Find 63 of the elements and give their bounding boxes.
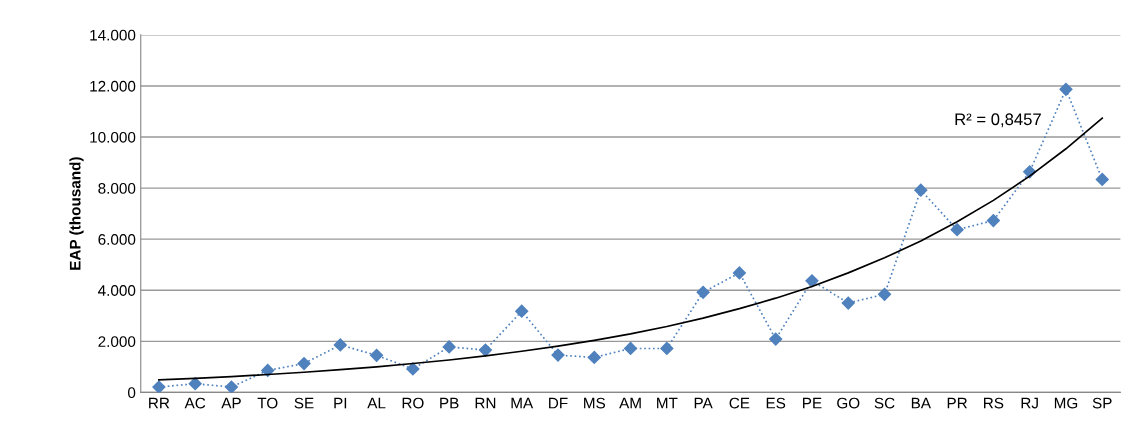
- y-tick-label: 14.000: [90, 29, 136, 41]
- point: [333, 338, 347, 352]
- y-tick-label: 0: [127, 387, 136, 399]
- x-tick-label: RO: [402, 397, 424, 409]
- x-tick-label: AM: [619, 397, 641, 409]
- point: [950, 223, 964, 237]
- point: [696, 285, 710, 299]
- point: [442, 340, 456, 354]
- point: [877, 287, 892, 301]
- x-tick-label: PA: [694, 397, 713, 409]
- x-tick-label: RS: [984, 397, 1004, 409]
- point: [551, 348, 565, 362]
- point: [841, 296, 855, 310]
- point: [1095, 172, 1109, 187]
- y-tick-label: 8.000: [98, 182, 136, 194]
- x-tick-label: RJ: [1021, 397, 1038, 409]
- x-tick-label: DF: [549, 397, 568, 409]
- point: [660, 341, 674, 356]
- x-tick-label: CE: [729, 397, 750, 409]
- x-tick-label: GO: [837, 397, 860, 409]
- x-tick-label: SP: [1092, 397, 1112, 409]
- y-tick-label: 10.000: [90, 131, 136, 143]
- point: [515, 304, 529, 318]
- x-tick-label: SC: [874, 397, 895, 409]
- x-tick-label: RR: [149, 397, 170, 409]
- point: [369, 348, 384, 362]
- point: [1059, 82, 1073, 96]
- x-tick-label: AC: [184, 397, 206, 409]
- point: [805, 274, 819, 288]
- y-tick-label: 6.000: [98, 234, 136, 245]
- point: [732, 266, 746, 280]
- x-tick-label: BA: [911, 397, 931, 409]
- x-tick-label: MS: [584, 397, 606, 409]
- x-tick-label: PI: [334, 397, 347, 409]
- y-tick-label: 12.000: [90, 80, 136, 92]
- x-tick-label: ES: [766, 397, 786, 409]
- y-tick-label: 4.000: [98, 285, 136, 296]
- annotation: R² = 0,8457: [955, 113, 1041, 128]
- point: [261, 363, 275, 378]
- point: [478, 343, 493, 357]
- x-tick-label: AL: [367, 397, 386, 409]
- point: [986, 213, 1000, 228]
- y-axis-title: EAP (thousand): [69, 157, 84, 270]
- point: [297, 356, 311, 371]
- x-tick-label: MT: [657, 397, 678, 409]
- point: [914, 183, 928, 197]
- point: [769, 332, 783, 346]
- x-tick-label: PE: [803, 397, 822, 409]
- point: [224, 380, 239, 393]
- point: [623, 341, 638, 356]
- x-tick-label: PR: [947, 397, 967, 409]
- x-tick-label: MG: [1054, 397, 1078, 409]
- point: [587, 350, 601, 365]
- x-tick-label: AP: [221, 397, 241, 409]
- x-tick-label: SE: [294, 397, 314, 409]
- x-tick-label: RN: [475, 397, 496, 409]
- point: [188, 377, 202, 391]
- point: [406, 362, 420, 376]
- point: [152, 380, 166, 393]
- x-tick-label: TO: [257, 397, 278, 409]
- x-tick-label: MA: [511, 397, 534, 409]
- x-tick-label: PB: [440, 397, 459, 409]
- y-tick-label: 2.000: [98, 336, 136, 348]
